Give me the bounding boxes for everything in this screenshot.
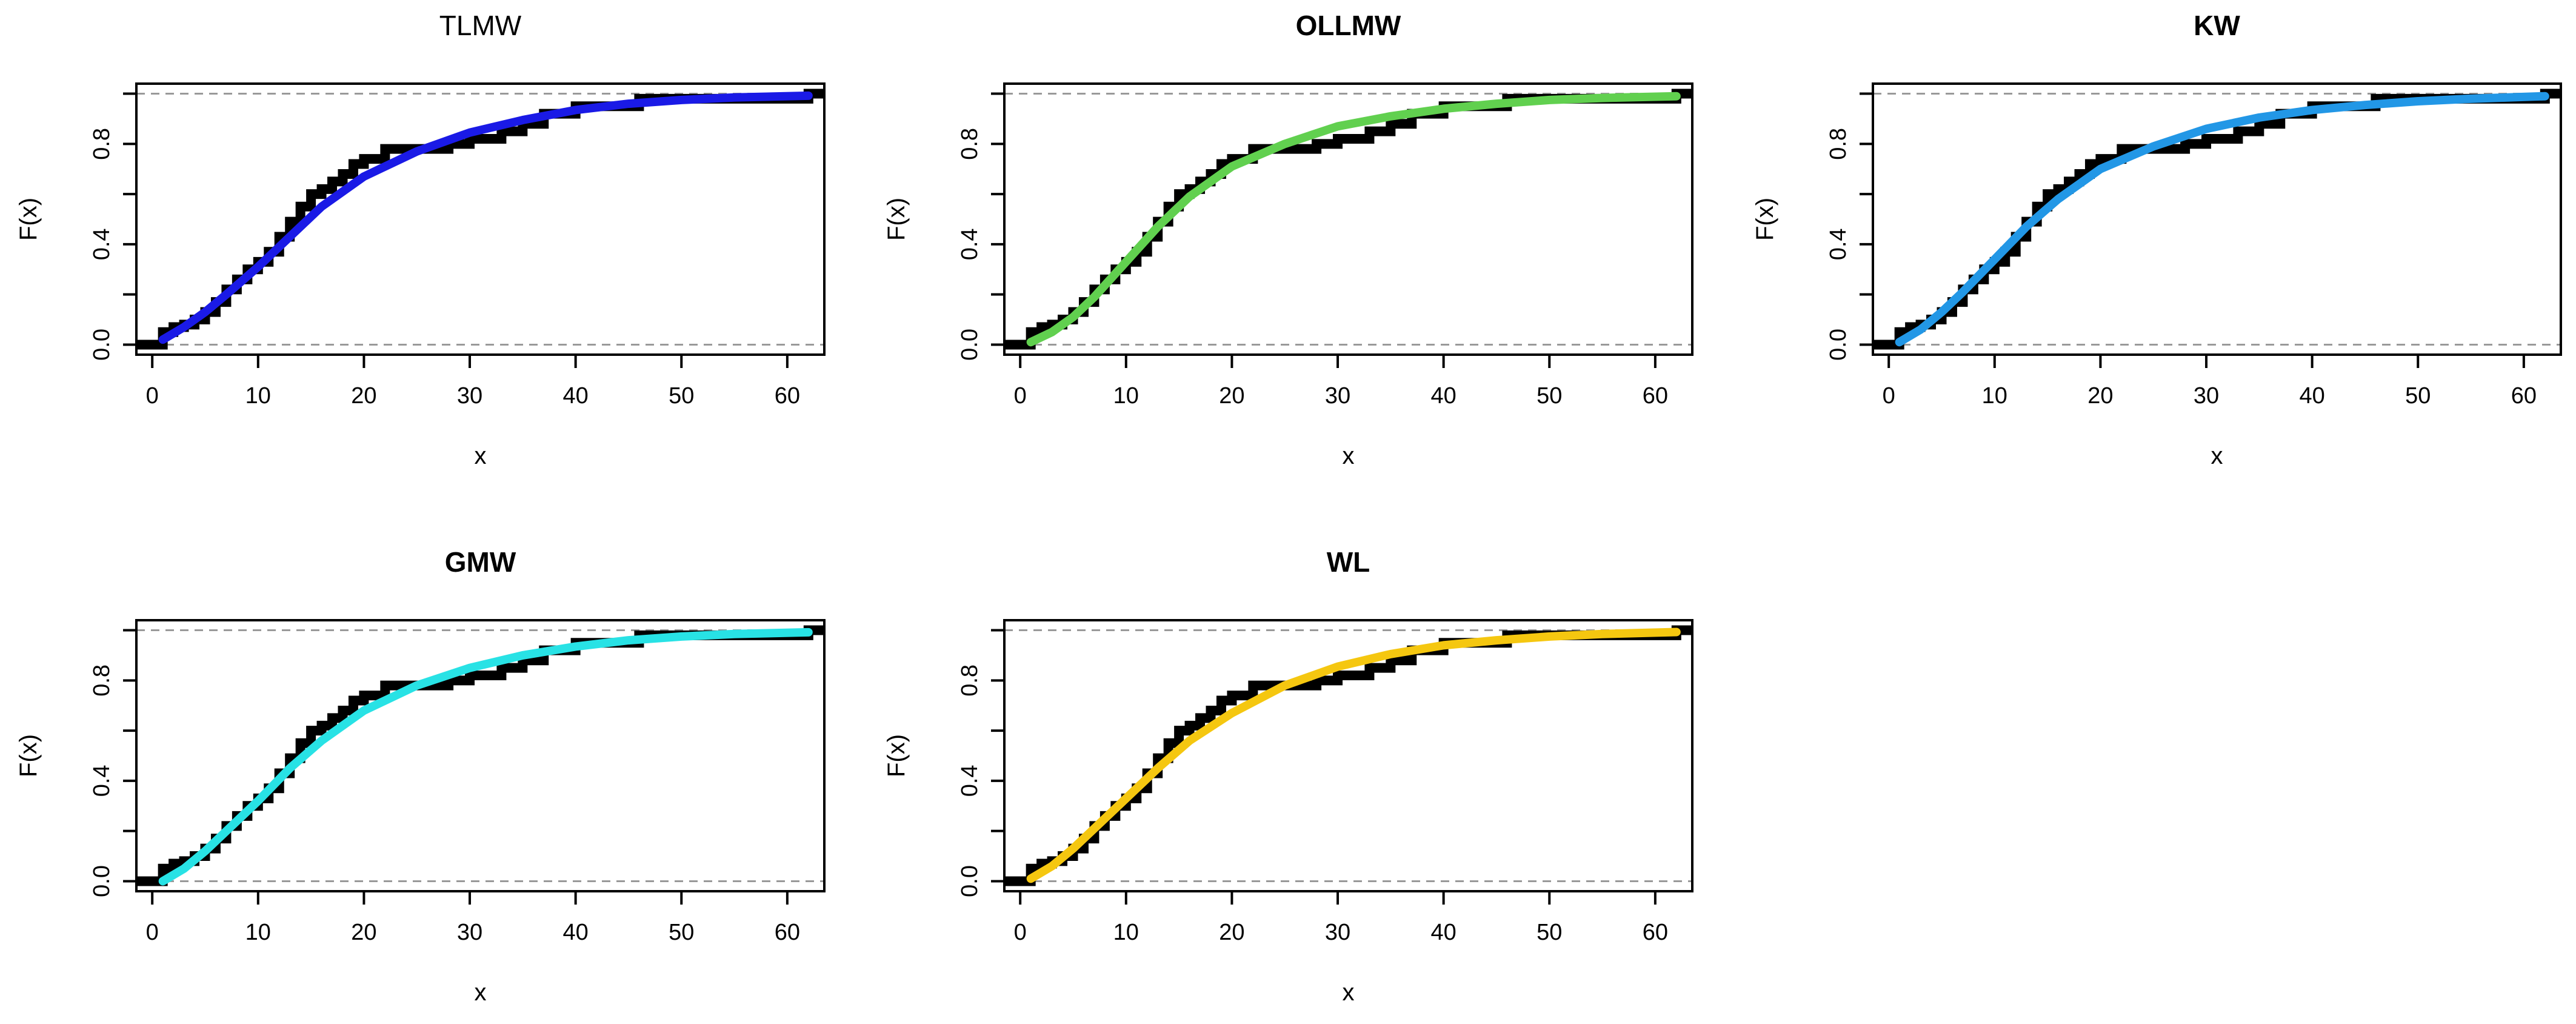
- plot-frame: [135, 619, 826, 892]
- chart-title: KW: [2194, 10, 2240, 41]
- fitted-cdf-gmw: [158, 627, 813, 886]
- y-axis-label: F(x): [883, 198, 910, 241]
- x-tick-label: 30: [2194, 383, 2219, 409]
- fitted-cdf-wl: [1026, 627, 1681, 883]
- x-axis-label: x: [2211, 443, 2223, 469]
- x-tick-label: 30: [1325, 920, 1350, 945]
- y-tick-label: 0.0: [957, 865, 983, 897]
- x-tick-label: 10: [1982, 383, 2007, 409]
- x-tick-label: 30: [457, 383, 482, 409]
- x-tick-label: 60: [2511, 383, 2537, 409]
- x-tick-label: 10: [245, 383, 271, 409]
- x-tick-label: 50: [2405, 383, 2431, 409]
- x-tick-label: 20: [351, 383, 376, 409]
- y-tick-label: 0.8: [957, 128, 983, 160]
- x-tick-label: 40: [563, 383, 589, 409]
- x-tick-label: 40: [563, 920, 589, 945]
- y-axis-label: F(x): [15, 734, 42, 777]
- y-tick-label: 0.4: [957, 228, 983, 260]
- chart-title: WL: [1327, 546, 1370, 578]
- x-axis-label: x: [475, 979, 487, 1006]
- x-tick-label: 10: [1113, 920, 1139, 945]
- x-tick-label: 30: [457, 920, 482, 945]
- plot-frame: [135, 82, 826, 356]
- y-tick-label: 0.0: [89, 329, 115, 361]
- x-tick-label: 50: [669, 383, 694, 409]
- x-tick-label: 60: [775, 920, 800, 945]
- x-tick-label: 20: [1219, 920, 1244, 945]
- y-axis-label: F(x): [1752, 198, 1778, 241]
- x-tick-label: 20: [1219, 383, 1244, 409]
- x-tick-label: 0: [1014, 920, 1027, 945]
- x-tick-label: 50: [1537, 920, 1562, 945]
- x-tick-label: 30: [1325, 383, 1350, 409]
- empirical-cdf-step: [1873, 89, 2561, 350]
- plot-frame: [1872, 82, 2562, 356]
- x-axis-label: x: [475, 443, 487, 469]
- x-tick-label: 50: [669, 920, 694, 945]
- chart-title: OLLMW: [1296, 10, 1401, 41]
- y-axis-label: F(x): [883, 734, 910, 777]
- chart-panel-3: 0 10 20 30 40 50 60 0.0 0.4 0.8 x F(x) KW: [1752, 10, 2562, 469]
- plot-frame: [1003, 82, 1693, 356]
- y-axis-label: F(x): [15, 198, 42, 241]
- y-tick-label: 0.8: [89, 128, 115, 160]
- plot-frame: [1003, 619, 1693, 892]
- fitted-cdf-kw: [1895, 92, 2549, 347]
- chart-title: GMW: [445, 546, 516, 578]
- chart-title: TLMW: [439, 10, 522, 41]
- y-tick-label: 0.8: [89, 664, 115, 697]
- x-tick-label: 0: [146, 383, 159, 409]
- x-tick-label: 40: [1431, 920, 1457, 945]
- chart-panel-4: 0 10 20 30 40 50 60 0.0 0.4 0.8 x F(x) GMW: [15, 546, 826, 1006]
- x-tick-label: 40: [2300, 383, 2325, 409]
- chart-panel-2: 0 10 20 30 40 50 60 0.0 0.4 0.8 x F(x) OLLMW: [883, 10, 1693, 469]
- y-tick-label: 0.0: [957, 329, 983, 361]
- y-tick-label: 0.8: [1826, 128, 1851, 160]
- y-tick-label: 0.4: [957, 765, 983, 797]
- fitted-cdf-ollmw: [1026, 92, 1681, 347]
- x-tick-label: 50: [1537, 383, 1562, 409]
- fitted-cdf-tlmw: [158, 91, 813, 344]
- y-tick-label: 0.4: [89, 765, 115, 797]
- x-tick-label: 0: [1883, 383, 1895, 409]
- y-tick-label: 0.4: [1826, 228, 1851, 260]
- x-tick-label: 10: [245, 920, 271, 945]
- y-tick-label: 0.0: [89, 865, 115, 897]
- empirical-cdf-step: [136, 89, 824, 350]
- chart-panel-5: 0 10 20 30 40 50 60 0.0 0.4 0.8 x F(x) WL: [883, 546, 1693, 1006]
- y-tick-label: 0.0: [1826, 329, 1851, 361]
- x-tick-label: 20: [2087, 383, 2113, 409]
- x-tick-label: 10: [1113, 383, 1139, 409]
- x-axis-label: x: [1343, 443, 1355, 469]
- x-tick-label: 60: [1643, 383, 1668, 409]
- x-tick-label: 0: [146, 920, 159, 945]
- x-tick-label: 60: [775, 383, 800, 409]
- x-tick-label: 60: [1643, 920, 1668, 945]
- empirical-cdf-step: [1004, 89, 1692, 350]
- x-tick-label: 20: [351, 920, 376, 945]
- chart-panel-1: 0 10 20 30 40 50 60 0.0 0.4 0.8 x F(x) TLMW: [15, 10, 826, 469]
- y-tick-label: 0.4: [89, 228, 115, 260]
- x-axis-label: x: [1343, 979, 1355, 1006]
- empirical-cdf-step: [1004, 625, 1692, 886]
- y-tick-label: 0.8: [957, 664, 983, 697]
- x-tick-label: 40: [1431, 383, 1457, 409]
- x-tick-label: 0: [1014, 383, 1027, 409]
